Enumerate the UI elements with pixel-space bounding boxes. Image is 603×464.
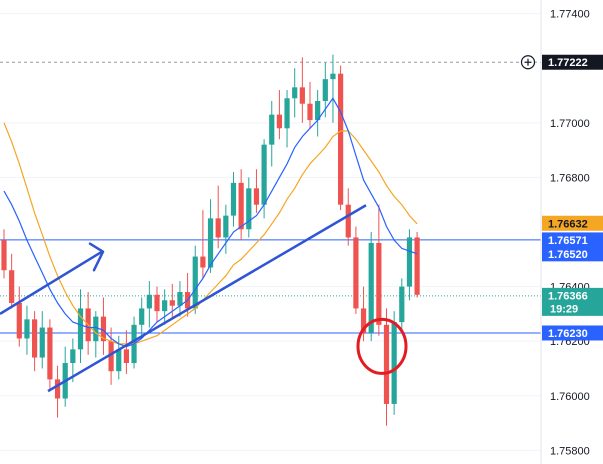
price-tick-label-0: 1.77400 [550,9,590,21]
candle-body-34 [261,144,267,205]
candle-body-37 [284,98,290,129]
candle-body-12 [93,316,99,342]
gridlines [0,13,541,451]
candle-body-16 [123,349,129,364]
price-tick-label-6: 1.75800 [550,445,590,457]
moving-averages [3,97,418,348]
candle-body-33 [253,188,260,205]
candle-body-10 [77,308,84,350]
candle-body-42 [322,79,328,101]
price-badge-text-ma-fast: 1.76520 [548,249,588,261]
candle-body-50 [383,324,390,404]
candle-body-9 [70,349,76,364]
countdown-timer: 19:29 [550,303,578,315]
candle-body-14 [108,341,114,372]
candle-body-49 [376,242,382,325]
candle-body-51 [391,322,397,404]
candle-body-27 [207,218,214,268]
candle-body-53 [406,237,413,287]
price-badge-dotted-high [542,54,603,70]
candle-body-21 [162,300,168,312]
candle-body-38 [292,87,298,99]
fast-ma-line [3,97,418,348]
trend-arrow-line [0,250,103,315]
candle-body-18 [139,308,145,325]
candle-body-39 [299,87,305,104]
candle-body-47 [360,308,367,333]
trend-arrow-head [88,242,105,272]
candle-body-36 [276,114,282,129]
candle-body-48 [368,242,374,333]
candle-body-7 [54,379,61,399]
price-tick-label-2: 1.76800 [550,172,590,184]
price-badge-last-price [542,287,603,316]
price-badge-text-ma-slow: 1.76632 [548,218,588,230]
candle-body-43 [330,73,336,80]
candle-body-31 [238,182,244,230]
candle-body-5 [39,327,45,358]
candle-body-45 [345,204,351,238]
price-badge-text-level-lower: 1.76230 [548,328,588,340]
candle-body-44 [338,73,344,205]
price-badge-text-last-price: 1.76366 [548,290,588,302]
horizontal-levels [0,61,541,334]
candle-body-2 [16,302,22,339]
candle-body-54 [414,237,420,295]
candle-body-30 [230,182,237,216]
price-tick-label-1: 1.77000 [550,118,590,130]
candle-body-26 [200,256,206,268]
candle-body-25 [192,256,198,309]
highlight-circle [356,317,408,375]
candle-body-32 [246,188,252,230]
price-badge-ma-slow [542,215,603,231]
plus-icon[interactable] [520,55,536,70]
candle-body-13 [100,316,107,342]
candle-body-19 [146,294,152,309]
candle-body-1 [9,270,15,303]
candle-body-29 [223,215,229,238]
candle-body-40 [307,103,313,121]
price-badge-text-level-upper: 1.76571 [548,235,588,247]
price-badges: 1.77222 1.76632 1.76571 1.76520 1.7636619:29… [520,54,603,341]
price-badge-level-lower [542,325,603,341]
candle-body-20 [154,294,160,312]
drawings [0,204,408,393]
candle-body-41 [315,100,321,121]
candle-body-52 [399,286,405,323]
trendline-support [47,204,367,393]
candle-body-15 [116,349,122,372]
candle-body-35 [269,114,275,145]
price-badge-text-dotted-high: 1.77222 [548,57,588,69]
price-badge-ma-fast [542,246,603,262]
candle-body-3 [24,319,30,339]
candle-body-4 [32,319,38,358]
price-badge-level-upper [542,232,603,248]
candle-body-23 [177,292,183,306]
price-tick-label-5: 1.76000 [550,391,590,403]
candle-body-6 [47,327,53,380]
candle-body-28 [215,218,221,238]
candle-body-46 [353,237,359,309]
candle-body-22 [169,300,175,306]
candle-body-0 [1,240,7,271]
